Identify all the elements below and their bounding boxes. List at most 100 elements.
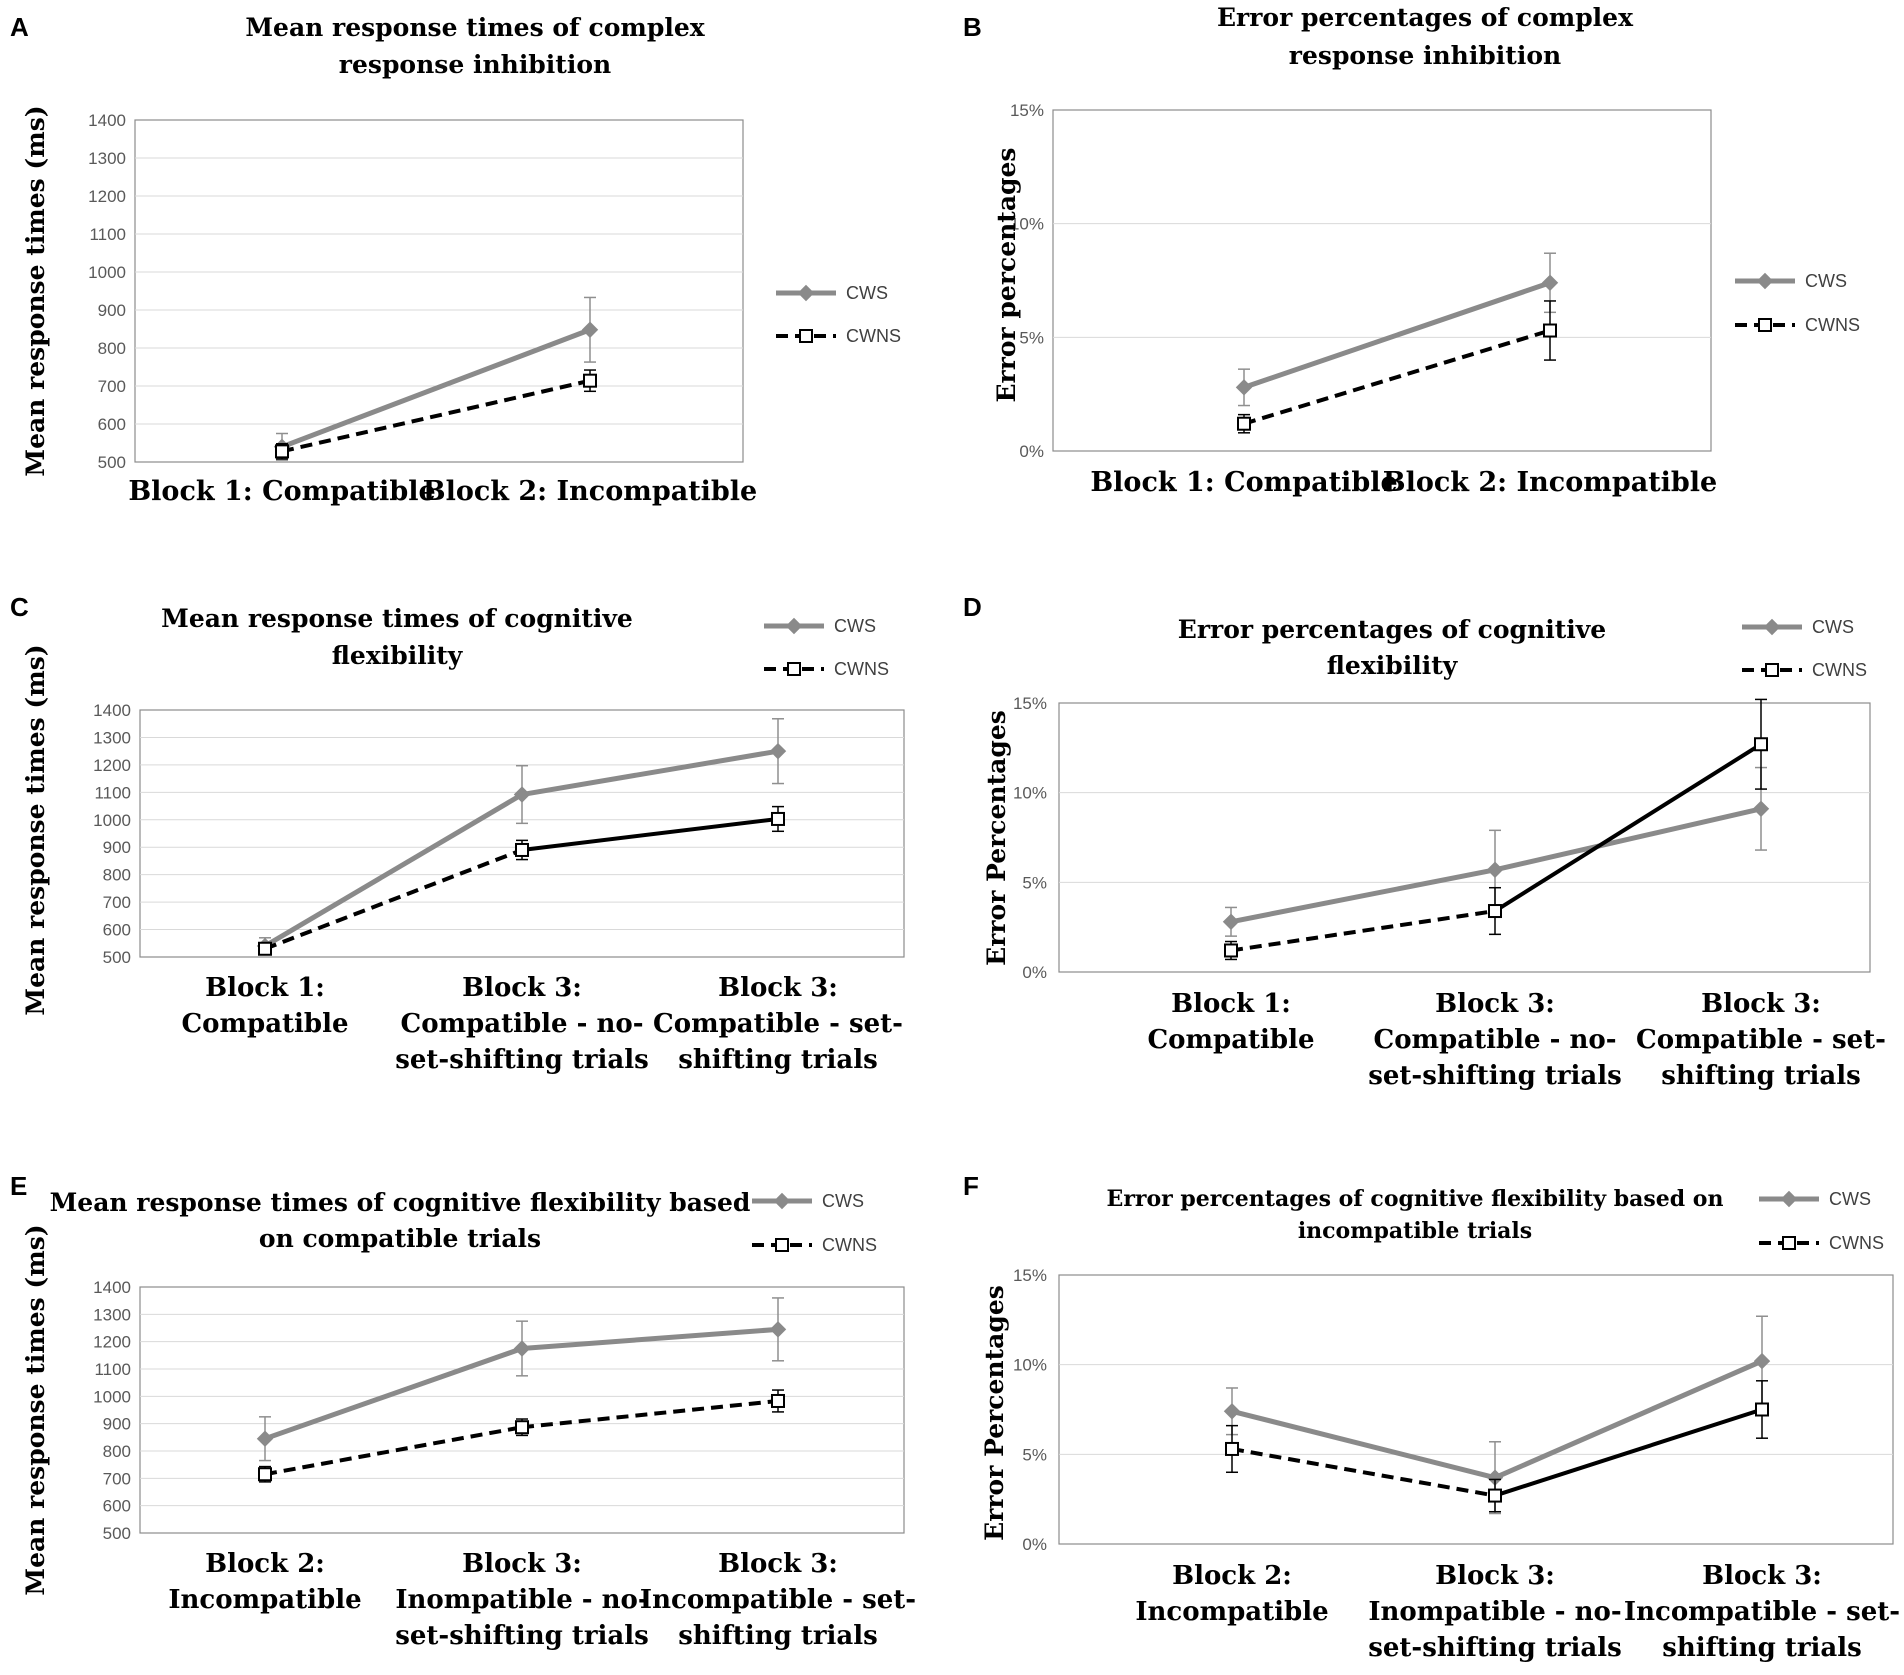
panel-d-y-tick-label: 5% xyxy=(1022,873,1047,892)
panel-f-x-category-label: Block 3: xyxy=(1435,1561,1555,1591)
panel-d-data-point xyxy=(1486,861,1504,878)
panel-b-data-point xyxy=(1237,416,1251,431)
panel-a-y-tick-label: 700 xyxy=(98,377,126,396)
legend-cws-marker xyxy=(1763,618,1781,636)
legend-cwns-label: CWNS xyxy=(1812,660,1867,680)
panel-e-series-line xyxy=(264,1425,523,1477)
panel-f-x-category-label: Block 2: xyxy=(1172,1561,1292,1591)
legend-cwns-label: CWNS xyxy=(846,326,901,346)
panel-c-title-line: flexibility xyxy=(332,641,464,670)
panel-c-series-line xyxy=(521,748,779,797)
legend-cws-label: CWS xyxy=(1805,271,1847,291)
panel-d-plot-area xyxy=(1058,702,1871,973)
panel-e: E Mean response times of cognitive flexib… xyxy=(10,1171,916,1651)
panel-d-series-line xyxy=(1230,867,1496,925)
legend-cwns-label: CWNS xyxy=(834,659,889,679)
panel-b-y-tick-label: 0% xyxy=(1019,442,1044,461)
panel-e-y-tick-label: 800 xyxy=(103,1442,131,1461)
panel-c-title-line: Mean response times of cognitive xyxy=(161,604,633,633)
panel-c-x-category-label: Compatible xyxy=(181,1009,348,1039)
panel-e-y-tick-label: 1200 xyxy=(93,1333,131,1352)
panel-d-x-category-label: Block 3: xyxy=(1701,989,1821,1019)
panel-e-x-category-label: shifting trials xyxy=(678,1621,878,1651)
panel-b-data-point xyxy=(1235,379,1253,396)
panel-b-legend: CWS CWNS xyxy=(1735,271,1860,335)
panel-b-x-category-label: Block 1: Compatible xyxy=(1090,467,1397,498)
panel-a-x-category-label: Block 2: Incompatible xyxy=(423,476,757,507)
panel-d-title-line: flexibility xyxy=(1327,651,1459,680)
panel-c: C Mean response times of cognitive flexibi… xyxy=(10,592,905,1075)
panel-d-x-category-label: shifting trials xyxy=(1661,1061,1861,1091)
panel-e-series-line xyxy=(521,1326,779,1351)
panel-a-data-point xyxy=(275,444,289,459)
panel-b-data-point xyxy=(1541,274,1559,291)
panel-c-series-cwns xyxy=(258,805,785,956)
legend-cwns-marker xyxy=(1758,318,1772,332)
panel-d-title-line: Error percentages of cognitive xyxy=(1178,615,1606,644)
panel-c-data-point xyxy=(515,842,529,857)
panel-c-letter: C xyxy=(10,592,29,622)
legend-cws-label: CWS xyxy=(1829,1189,1871,1209)
panel-e-data-point xyxy=(256,1430,274,1447)
panel-e-x-category-label: Block 3: xyxy=(718,1549,838,1579)
panel-b-plot-area xyxy=(1052,109,1712,452)
panel-b-y-tick-label: 15% xyxy=(1010,101,1044,120)
panel-f-data-point xyxy=(1223,1403,1241,1420)
panel-f-y-tick-label: 15% xyxy=(1013,1266,1047,1285)
legend-cwns-label: CWNS xyxy=(1805,315,1860,335)
panel-a: A Mean response times of complex response … xyxy=(10,12,901,507)
panel-b-data-point xyxy=(1543,323,1557,338)
panel-e-y-tick-label: 900 xyxy=(103,1415,131,1434)
panel-d: D Error percentages of cognitive flexibili… xyxy=(963,592,1886,1091)
panel-c-series-line xyxy=(263,792,524,949)
panel-a-y-tick-label: 1000 xyxy=(88,263,126,282)
panel-f-x-category-label: Inompatible - no- xyxy=(1368,1597,1621,1627)
panel-c-series-cws xyxy=(256,718,787,956)
panel-e-title-line: on compatible trials xyxy=(259,1224,541,1253)
panel-f-letter: F xyxy=(963,1171,979,1201)
panel-d-data-point xyxy=(1754,737,1768,752)
panel-c-y-tick-label: 1200 xyxy=(93,756,131,775)
panel-e-data-point xyxy=(771,1393,785,1408)
panel-a-y-tick-label: 1400 xyxy=(88,111,126,130)
panel-f: F Error percentages of cognitive flexibil… xyxy=(963,1171,1900,1663)
panel-f-data-point xyxy=(1488,1488,1502,1503)
panel-a-legend: CWS CWNS xyxy=(776,283,901,346)
panel-e-series-line xyxy=(521,1398,779,1430)
panel-d-y-tick-label: 15% xyxy=(1013,694,1047,713)
panel-f-plot-area xyxy=(1058,1274,1894,1545)
panel-b-letter: B xyxy=(963,12,982,42)
legend-cwns-marker xyxy=(799,329,813,343)
panel-e-series-line xyxy=(264,1346,523,1442)
panel-f-series-line xyxy=(1231,1408,1496,1481)
panel-f-data-point xyxy=(1755,1402,1769,1417)
panel-d-x-category-label: Block 3: xyxy=(1435,989,1555,1019)
panel-b-y-axis-label: Error percentages xyxy=(992,147,1021,402)
panel-c-y-tick-label: 600 xyxy=(103,921,131,940)
panel-f-data-point xyxy=(1753,1352,1771,1370)
panel-d-legend: CWS CWNS xyxy=(1742,617,1867,680)
panel-c-y-tick-label: 1100 xyxy=(94,783,131,802)
panel-c-y-tick-label: 1000 xyxy=(93,811,131,830)
panel-b-series-cws xyxy=(1235,252,1559,407)
panel-f-legend: CWS CWNS xyxy=(1759,1189,1884,1253)
panel-a-title-line: Mean response times of complex xyxy=(245,13,705,42)
panel-f-title-line: Error percentages of cognitive flexibili… xyxy=(1107,1186,1724,1212)
legend-cwns-label: CWNS xyxy=(1829,1233,1884,1253)
panel-d-series-line xyxy=(1230,909,1496,953)
panel-f-x-category-label: shifting trials xyxy=(1662,1633,1862,1663)
panel-e-x-category-label: Inompatible - no- xyxy=(395,1585,648,1615)
panel-c-plot-area xyxy=(139,709,905,958)
panel-a-series-line xyxy=(281,378,591,454)
panel-e-title-line: Mean response times of cognitive flexibi… xyxy=(50,1188,751,1217)
legend-cwns-marker xyxy=(1782,1236,1796,1250)
panel-b-title-line: response inhibition xyxy=(1289,41,1561,70)
panel-c-y-tick-label: 800 xyxy=(103,866,131,885)
panel-c-y-tick-label: 1300 xyxy=(93,728,131,747)
panel-a-title-line: response inhibition xyxy=(339,50,611,79)
panel-f-y-tick-label: 10% xyxy=(1013,1356,1047,1375)
panel-a-y-tick-label: 800 xyxy=(98,339,126,358)
panel-a-y-tick-label: 900 xyxy=(98,301,126,320)
panel-e-x-category-label: Incompatible - set- xyxy=(640,1585,916,1615)
